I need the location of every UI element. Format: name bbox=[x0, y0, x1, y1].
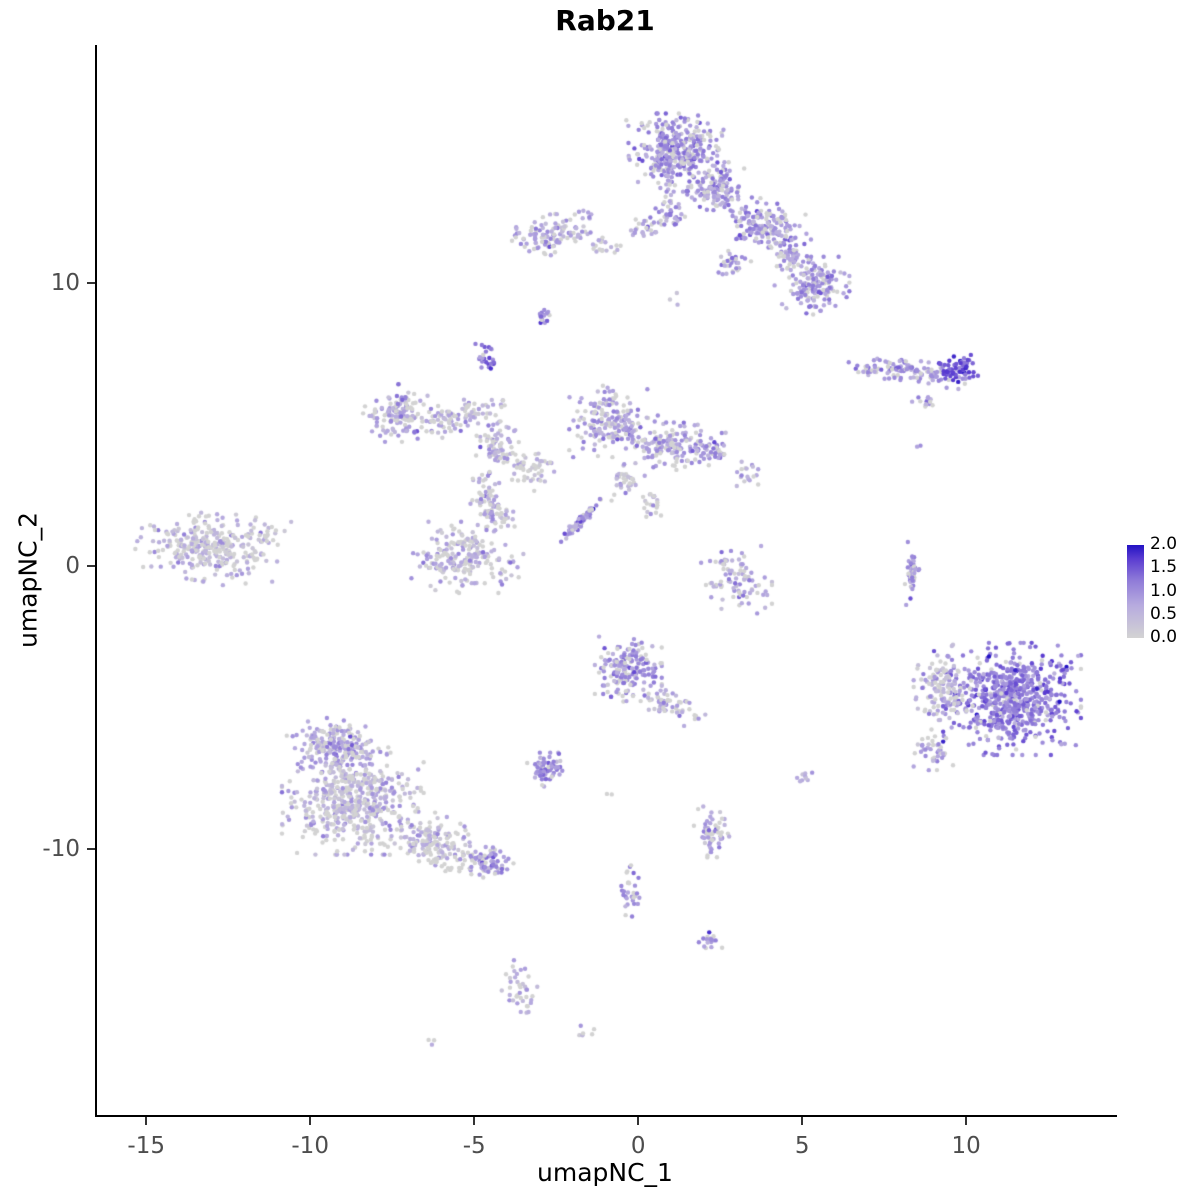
x-tick-mark bbox=[801, 1117, 804, 1125]
x-tick-label: 10 bbox=[951, 1133, 981, 1159]
x-tick-mark bbox=[473, 1117, 476, 1125]
x-tick-label: -10 bbox=[291, 1133, 329, 1159]
legend-tick-label: 1.0 bbox=[1150, 580, 1178, 601]
legend-tick-label: 0.0 bbox=[1150, 627, 1178, 647]
x-axis-label: umapNC_1 bbox=[537, 1158, 673, 1187]
y-tick-label: 10 bbox=[50, 269, 80, 296]
plot-title: Rab21 bbox=[555, 4, 655, 37]
color-legend: 2.0 1.5 1.0 0.5 0.0 bbox=[1127, 536, 1197, 647]
y-tick-label: -10 bbox=[42, 835, 80, 862]
legend-gradient-bar bbox=[1127, 545, 1144, 638]
legend-tick-label: 1.5 bbox=[1150, 557, 1178, 578]
plot-panel: -15 -10 -5 0 5 10 -10 0 10 bbox=[42, 45, 1117, 1159]
y-axis-label: umapNC_2 bbox=[13, 512, 43, 648]
scatter-canvas bbox=[97, 45, 1117, 1115]
x-tick-label: -5 bbox=[462, 1133, 486, 1159]
legend-tick-label: 0.5 bbox=[1150, 603, 1178, 624]
y-tick-label: 0 bbox=[65, 552, 80, 579]
y-tick-mark bbox=[87, 847, 95, 850]
y-tick-mark bbox=[87, 564, 95, 567]
y-tick-mark bbox=[87, 281, 95, 284]
x-tick-label: -15 bbox=[127, 1133, 165, 1159]
x-tick-mark bbox=[145, 1117, 148, 1125]
legend-tick-label: 2.0 bbox=[1150, 534, 1178, 554]
x-tick-mark bbox=[637, 1117, 640, 1125]
x-tick-label: 0 bbox=[630, 1133, 646, 1159]
x-tick-mark bbox=[965, 1117, 968, 1125]
x-tick-mark bbox=[309, 1117, 312, 1125]
x-tick-label: 5 bbox=[794, 1133, 810, 1159]
